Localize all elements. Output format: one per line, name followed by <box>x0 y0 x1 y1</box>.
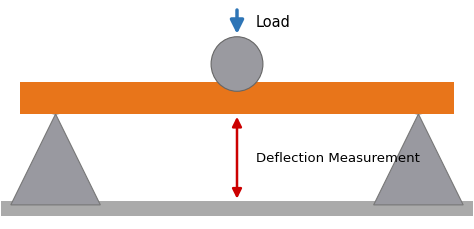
Ellipse shape <box>404 85 433 114</box>
Ellipse shape <box>211 38 263 92</box>
Ellipse shape <box>41 85 70 114</box>
Text: Deflection Measurement: Deflection Measurement <box>256 152 419 164</box>
Polygon shape <box>374 114 463 205</box>
Text: Load: Load <box>256 15 291 30</box>
Polygon shape <box>11 114 100 205</box>
Bar <box>20 83 454 114</box>
Bar <box>1 202 473 216</box>
